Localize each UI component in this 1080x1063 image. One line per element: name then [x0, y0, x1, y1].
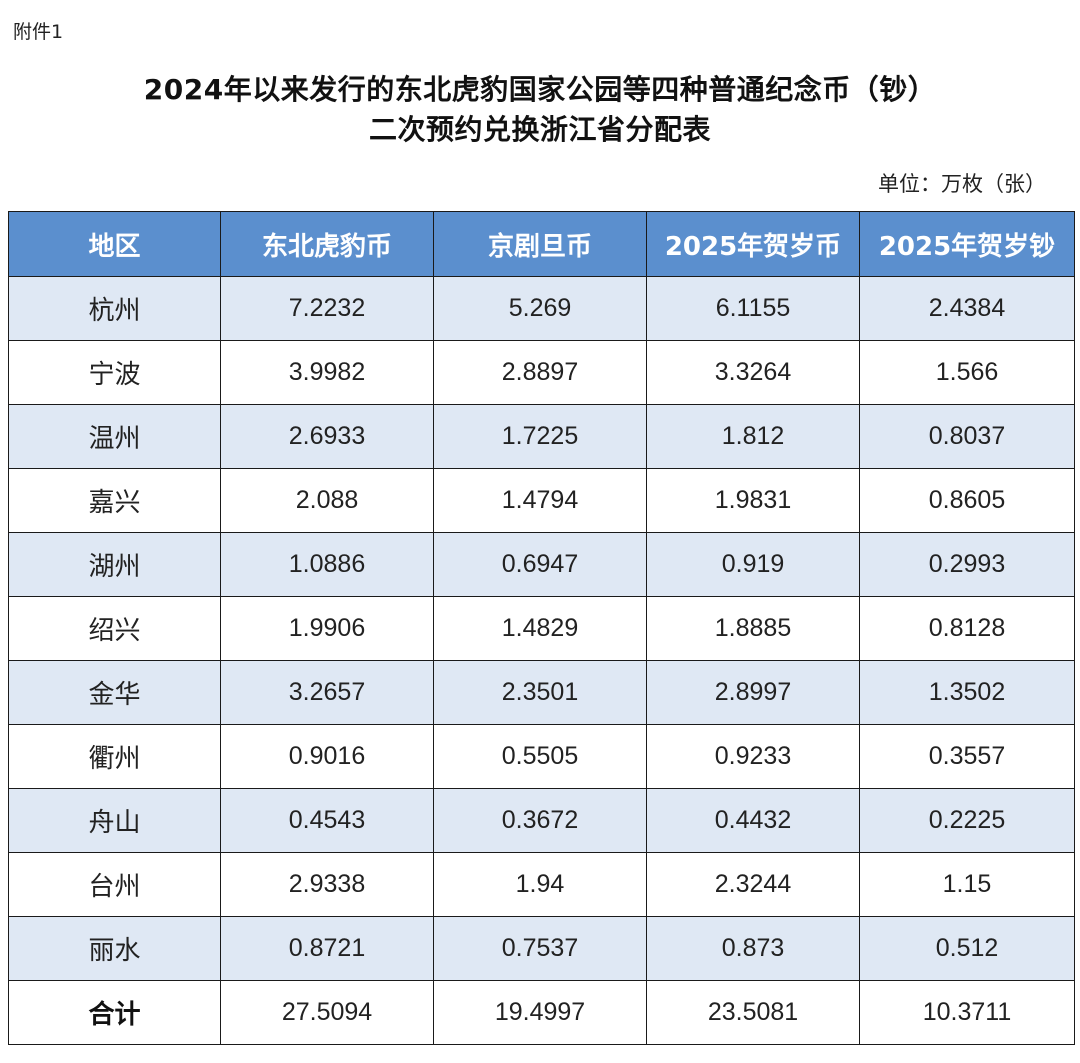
table-row: 舟山 0.4543 0.3672 0.4432 0.2225 [8, 788, 1075, 853]
cell-value: 1.7225 [433, 404, 647, 469]
cell-region: 金华 [8, 660, 221, 725]
cell-value: 0.3557 [859, 724, 1075, 789]
cell-value: 2.088 [220, 468, 434, 533]
cell-total-value: 19.4997 [433, 980, 647, 1045]
cell-value: 0.9233 [646, 724, 860, 789]
table-row: 金华 3.2657 2.3501 2.8997 1.3502 [8, 660, 1075, 725]
cell-value: 1.566 [859, 340, 1075, 405]
table-body: 杭州 7.2232 5.269 6.1155 2.4384 宁波 3.9982 … [8, 276, 1075, 981]
attachment-label: 附件1 [13, 21, 64, 43]
cell-region: 宁波 [8, 340, 221, 405]
cell-value: 0.2993 [859, 532, 1075, 597]
table-row: 杭州 7.2232 5.269 6.1155 2.4384 [8, 276, 1075, 341]
cell-value: 2.3244 [646, 852, 860, 917]
table-header: 地区 东北虎豹币 京剧旦币 2025年贺岁币 2025年贺岁钞 [8, 211, 1075, 277]
cell-value: 2.8997 [646, 660, 860, 725]
cell-total-value: 10.3711 [859, 980, 1075, 1045]
cell-region: 绍兴 [8, 596, 221, 661]
allocation-table: 地区 东北虎豹币 京剧旦币 2025年贺岁币 2025年贺岁钞 杭州 7.223… [8, 211, 1075, 1045]
header-peking-opera-coin: 京剧旦币 [433, 211, 647, 277]
cell-region: 湖州 [8, 532, 221, 597]
table-footer: 合计 27.5094 19.4997 23.5081 10.3711 [8, 980, 1075, 1045]
table-row: 丽水 0.8721 0.7537 0.873 0.512 [8, 916, 1075, 981]
table-row: 嘉兴 2.088 1.4794 1.9831 0.8605 [8, 468, 1075, 533]
cell-value: 0.8037 [859, 404, 1075, 469]
cell-value: 7.2232 [220, 276, 434, 341]
header-tiger-leopard-coin: 东北虎豹币 [220, 211, 434, 277]
cell-value: 1.9906 [220, 596, 434, 661]
cell-value: 1.4829 [433, 596, 647, 661]
total-row: 合计 27.5094 19.4997 23.5081 10.3711 [8, 980, 1075, 1045]
cell-value: 2.9338 [220, 852, 434, 917]
cell-region: 台州 [8, 852, 221, 917]
cell-value: 2.8897 [433, 340, 647, 405]
table-row: 温州 2.6933 1.7225 1.812 0.8037 [8, 404, 1075, 469]
cell-value: 0.3672 [433, 788, 647, 853]
header-row: 地区 东北虎豹币 京剧旦币 2025年贺岁币 2025年贺岁钞 [8, 211, 1075, 277]
cell-value: 3.9982 [220, 340, 434, 405]
cell-value: 6.1155 [646, 276, 860, 341]
cell-total-value: 23.5081 [646, 980, 860, 1045]
cell-value: 0.873 [646, 916, 860, 981]
page-title-line-1: 2024年以来发行的东北虎豹国家公园等四种普通纪念币（钞） [143, 73, 937, 106]
cell-region: 杭州 [8, 276, 221, 341]
cell-region: 温州 [8, 404, 221, 469]
table-row: 衢州 0.9016 0.5505 0.9233 0.3557 [8, 724, 1075, 789]
header-2025-new-year-note: 2025年贺岁钞 [859, 211, 1075, 277]
cell-value: 0.8605 [859, 468, 1075, 533]
cell-value: 1.9831 [646, 468, 860, 533]
table-row: 绍兴 1.9906 1.4829 1.8885 0.8128 [8, 596, 1075, 661]
cell-value: 3.3264 [646, 340, 860, 405]
cell-value: 0.919 [646, 532, 860, 597]
cell-value: 0.9016 [220, 724, 434, 789]
cell-region: 衢州 [8, 724, 221, 789]
cell-value: 1.8885 [646, 596, 860, 661]
cell-value: 1.812 [646, 404, 860, 469]
table-row: 湖州 1.0886 0.6947 0.919 0.2993 [8, 532, 1075, 597]
cell-region: 舟山 [8, 788, 221, 853]
cell-value: 0.8128 [859, 596, 1075, 661]
cell-value: 0.4432 [646, 788, 860, 853]
page-title-line-2: 二次预约兑换浙江省分配表 [368, 113, 711, 146]
cell-region: 丽水 [8, 916, 221, 981]
cell-value: 0.5505 [433, 724, 647, 789]
cell-total-value: 27.5094 [220, 980, 434, 1045]
cell-value: 0.7537 [433, 916, 647, 981]
header-region: 地区 [8, 211, 221, 277]
cell-value: 0.6947 [433, 532, 647, 597]
header-2025-new-year-coin: 2025年贺岁币 [646, 211, 860, 277]
cell-value: 0.8721 [220, 916, 434, 981]
table-row: 宁波 3.9982 2.8897 3.3264 1.566 [8, 340, 1075, 405]
cell-value: 1.3502 [859, 660, 1075, 725]
cell-value: 3.2657 [220, 660, 434, 725]
cell-value: 0.2225 [859, 788, 1075, 853]
cell-value: 2.4384 [859, 276, 1075, 341]
cell-value: 0.512 [859, 916, 1075, 981]
cell-value: 1.15 [859, 852, 1075, 917]
cell-region: 嘉兴 [8, 468, 221, 533]
cell-value: 0.4543 [220, 788, 434, 853]
cell-value: 1.0886 [220, 532, 434, 597]
unit-note: 单位：万枚（张） [878, 172, 1046, 196]
cell-value: 5.269 [433, 276, 647, 341]
cell-value: 2.3501 [433, 660, 647, 725]
cell-value: 1.4794 [433, 468, 647, 533]
table-row: 台州 2.9338 1.94 2.3244 1.15 [8, 852, 1075, 917]
cell-value: 1.94 [433, 852, 647, 917]
cell-value: 2.6933 [220, 404, 434, 469]
cell-total-label: 合计 [8, 980, 221, 1045]
